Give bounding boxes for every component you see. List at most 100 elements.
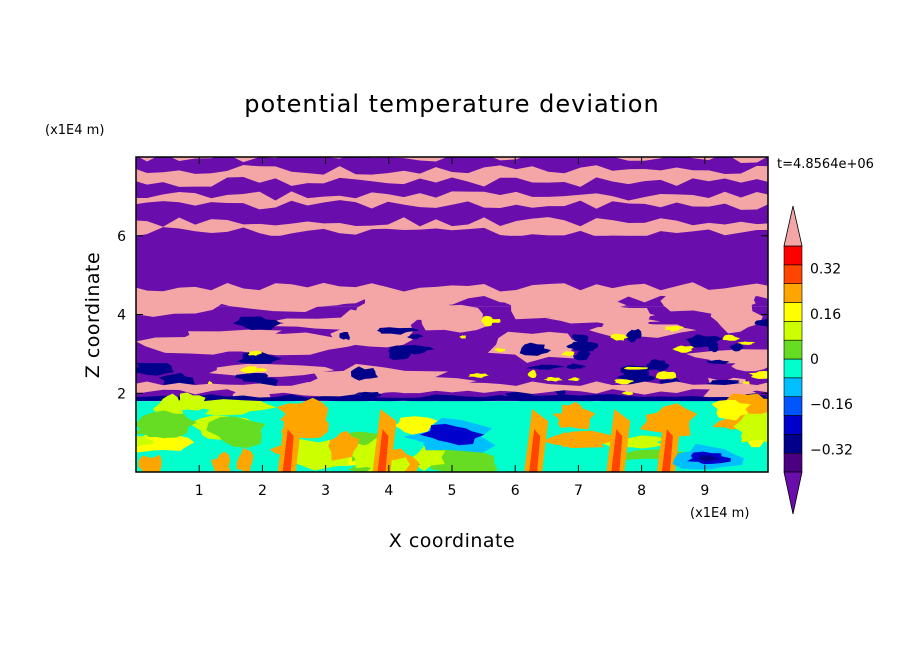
colorbar-segment <box>783 415 803 435</box>
field-boundary-patch <box>206 416 266 448</box>
field-cold-patch <box>234 372 269 383</box>
field-boundary-patch <box>430 446 498 472</box>
field-warm-patch <box>686 349 768 364</box>
field-warm-patch <box>214 291 354 312</box>
field-yellow-patch <box>527 369 537 379</box>
field-cold-patch <box>236 351 282 364</box>
field-boundary-patch <box>328 430 360 462</box>
field-yellow-patch <box>624 366 648 370</box>
field-cold-patch <box>232 316 281 331</box>
field-boundary-patch <box>236 447 254 472</box>
y-tick-label: 2 <box>117 386 126 402</box>
field-yellow-patch <box>248 350 263 356</box>
field-yellow-patch <box>240 366 268 374</box>
x-tick-label: 9 <box>700 483 709 499</box>
field-warm-patch <box>264 317 392 330</box>
colorbar-tick-label: −0.16 <box>810 397 853 413</box>
x-tick-label: 3 <box>321 483 330 499</box>
field-yellow-patch <box>459 335 467 339</box>
x-tick-label: 8 <box>637 483 646 499</box>
field-boundary-patch <box>137 410 197 439</box>
field-stripe <box>136 200 768 227</box>
y-axis: 2 4 6 <box>117 229 768 402</box>
colorbar-segment <box>783 377 803 397</box>
field-plume-core <box>529 429 541 472</box>
field-cold-patch <box>645 358 670 372</box>
field-cold-patch <box>525 364 565 370</box>
chart-title: potential temperature deviation <box>244 90 659 118</box>
x-axis-unit: (x1E4 m) <box>690 506 749 521</box>
field-cold-patch <box>350 366 379 381</box>
field-yellow-patch <box>664 325 684 332</box>
field-warm-patch <box>592 306 651 335</box>
colorbar-tick-label: 0.16 <box>810 307 841 323</box>
colorbar-extend-bottom <box>783 471 803 515</box>
field-boundary-patch <box>555 432 575 448</box>
field-yellow-patch <box>610 333 629 341</box>
field-yellow-patch <box>614 379 634 385</box>
field-cold-patch <box>519 342 552 356</box>
field-yellow-patch <box>748 371 768 379</box>
field-cold-patch <box>729 343 744 352</box>
colorbar-tick-label: −0.32 <box>810 442 853 458</box>
field-yellow-patch <box>480 315 494 327</box>
x-tick-label: 6 <box>511 483 520 499</box>
y-tick-label: 4 <box>117 308 126 324</box>
colorbar-segment <box>783 245 803 266</box>
field-cold-patch <box>407 334 424 340</box>
field-warm-patch <box>136 334 271 355</box>
x-tick-label: 2 <box>258 483 267 499</box>
field-cold-patch <box>754 318 768 327</box>
field-stripe <box>136 177 768 201</box>
field-cold-patch <box>573 340 599 354</box>
x-axis-label: X coordinate <box>389 530 515 552</box>
field-cold-eddy-core <box>419 423 485 446</box>
y-axis-label: Z coordinate <box>82 252 104 378</box>
field-warm-patch <box>355 292 457 321</box>
field-plume-core <box>377 429 389 472</box>
field-plume-core <box>611 429 623 472</box>
field-yellow-patch <box>494 347 506 352</box>
field-cold-eddy-core <box>698 455 720 462</box>
field-cold-patch <box>571 334 589 343</box>
field-yellow-patch <box>543 376 563 382</box>
field-yellow-patch <box>722 334 741 341</box>
colorbar-tick-label: 0 <box>810 352 819 368</box>
time-stamp: t=4.8564e+06 <box>777 157 874 172</box>
field-cold-patch <box>376 327 419 335</box>
field-plume-core <box>661 429 673 472</box>
colorbar-segment <box>783 264 803 284</box>
field-boundary-patch <box>189 399 277 416</box>
x-axis: 1 2 3 4 5 6 7 8 9 <box>195 157 709 499</box>
field-cold-patch <box>565 363 587 370</box>
colorbar-segment <box>783 396 803 416</box>
field-warm-patch <box>208 363 335 378</box>
y-axis-unit: (x1E4 m) <box>45 123 104 138</box>
field-yellow-patch <box>672 345 694 353</box>
field-warm-patch <box>710 302 763 334</box>
colorbar-segment <box>783 283 803 303</box>
y-tick-label: 6 <box>117 229 126 245</box>
colorbar-tick-label: 0.32 <box>810 262 841 278</box>
field-boundary-patch <box>557 401 585 427</box>
field-yellow-patch <box>655 371 677 380</box>
field-cold-patch <box>705 359 730 365</box>
field-yellow-patch <box>561 351 575 357</box>
field-warm-patch <box>491 288 627 322</box>
field-cold-patch <box>387 344 435 355</box>
colorbar-segment <box>783 358 803 379</box>
field-cold-patch <box>136 362 174 376</box>
x-tick-label: 1 <box>195 483 204 499</box>
colorbar-segment <box>783 339 803 360</box>
colorbar-segment <box>783 452 803 473</box>
contour-field <box>136 157 768 472</box>
field-plume-core <box>282 429 294 472</box>
field-boundary-patch <box>136 435 155 448</box>
field-cold-patch <box>625 328 642 343</box>
field-yellow-patch <box>568 377 581 382</box>
x-tick-label: 7 <box>574 483 583 499</box>
field-cold-patch <box>706 341 719 353</box>
field-boundary-patch <box>733 411 768 443</box>
colorbar-segment <box>783 321 803 341</box>
